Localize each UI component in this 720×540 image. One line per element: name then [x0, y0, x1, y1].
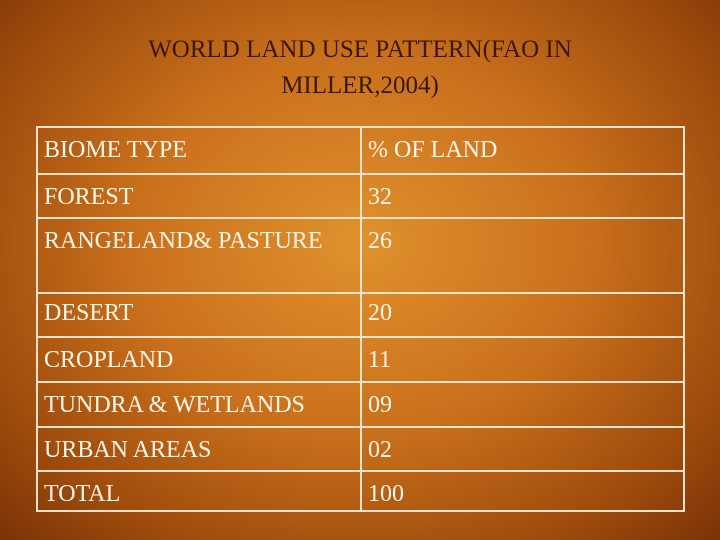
- table-cell: FOREST: [44, 184, 134, 210]
- table-cell: TOTAL: [44, 481, 121, 507]
- table-cell: % OF LAND: [368, 137, 498, 163]
- table-cell: RANGELAND& PASTURE: [44, 228, 323, 254]
- column-divider: [360, 128, 362, 510]
- title-line: MILLER,2004): [281, 72, 439, 99]
- table-cell: BIOME TYPE: [44, 137, 187, 163]
- table-cell: 26: [368, 228, 392, 254]
- table-cell: URBAN AREAS: [44, 437, 212, 463]
- slide-title: WORLD LAND USE PATTERN(FAO IN MILLER,200…: [0, 32, 720, 104]
- table-cell: 100: [368, 481, 404, 507]
- title-line: WORLD LAND USE PATTERN(FAO IN: [148, 36, 572, 63]
- table-cell: 20: [368, 300, 392, 326]
- land-use-table: BIOME TYPE % OF LAND FOREST 32 RANGELAND& PA…: [36, 126, 685, 512]
- table-cell: 02: [368, 437, 392, 463]
- table-cell: CROPLAND: [44, 347, 174, 373]
- table-cell: 11: [368, 347, 392, 373]
- table-cell: 32: [368, 184, 392, 210]
- table-cell: 09: [368, 392, 392, 418]
- header-row: BIOME TYPE % OF LAND: [38, 128, 683, 173]
- table-cell: TUNDRA & WETLANDS: [44, 392, 305, 418]
- table-cell: DESERT: [44, 300, 134, 326]
